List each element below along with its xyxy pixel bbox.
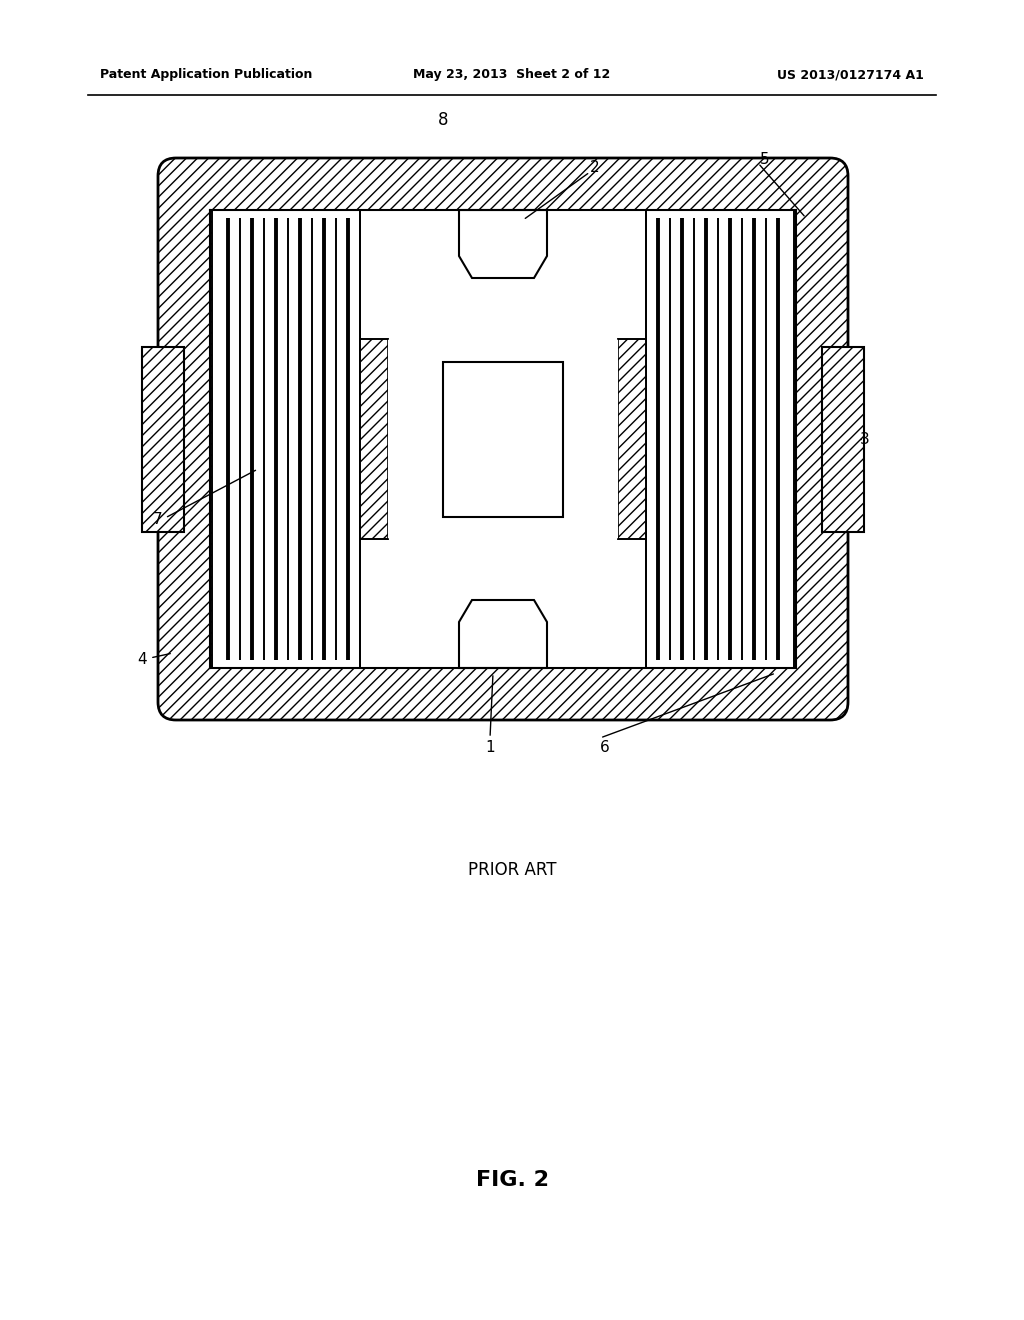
FancyBboxPatch shape [158, 158, 848, 719]
Text: May 23, 2013  Sheet 2 of 12: May 23, 2013 Sheet 2 of 12 [414, 69, 610, 81]
Bar [360, 210, 646, 668]
Text: FIG. 2: FIG. 2 [475, 1170, 549, 1191]
Bar [646, 210, 794, 668]
Text: 7: 7 [153, 512, 162, 528]
Text: 8: 8 [437, 111, 449, 129]
Bar [443, 362, 563, 516]
Text: 6: 6 [600, 741, 609, 755]
Bar [563, 339, 618, 539]
Text: 1: 1 [485, 741, 495, 755]
Text: 2: 2 [590, 161, 600, 176]
Text: 3: 3 [860, 433, 869, 447]
Bar [360, 210, 646, 668]
Bar [618, 339, 646, 539]
Bar [212, 210, 360, 668]
Text: 5: 5 [760, 153, 770, 168]
Bar [822, 346, 864, 532]
Text: 4: 4 [137, 652, 147, 668]
Text: PRIOR ART: PRIOR ART [468, 861, 556, 879]
Bar [388, 339, 443, 539]
Polygon shape [459, 601, 547, 668]
Text: US 2013/0127174 A1: US 2013/0127174 A1 [777, 69, 924, 81]
Polygon shape [459, 210, 547, 279]
Text: Patent Application Publication: Patent Application Publication [100, 69, 312, 81]
Bar [360, 339, 388, 539]
Bar [142, 346, 184, 532]
